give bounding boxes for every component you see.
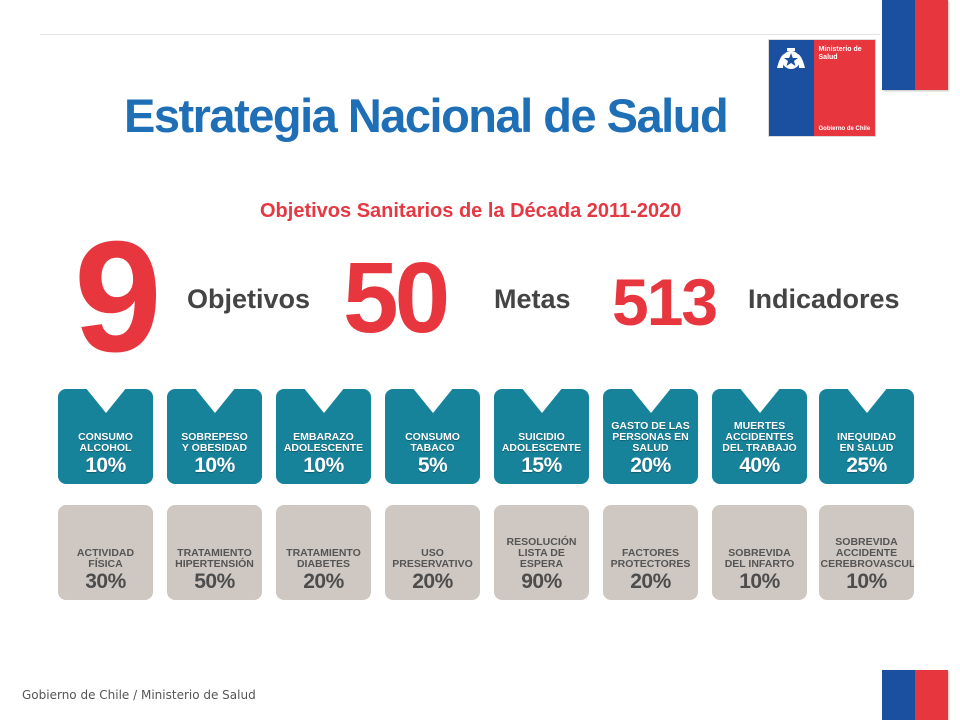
goal-name: FACTORES PROTECTORES	[610, 547, 691, 570]
arrow-down-icon	[412, 389, 454, 413]
objectives-label: Objetivos	[187, 284, 311, 314]
page-title: Estrategia Nacional de Salud	[124, 89, 729, 142]
arrow-down-icon	[630, 389, 672, 413]
goal-tile: SOBREPESO Y OBESIDAD 10%	[167, 389, 262, 484]
goal-tile: SOBREVIDA DEL INFARTO 10%	[712, 505, 807, 600]
goal-percent: 20%	[630, 454, 671, 477]
indicators-label: Indicadores	[748, 284, 900, 314]
arrow-down-icon	[739, 389, 781, 413]
chile-flag-stripe-top	[882, 0, 948, 90]
goal-percent: 10%	[303, 454, 344, 477]
ministry-logo: Ministerio de Salud Gobierno de Chile	[769, 40, 875, 136]
goal-name: SOBREVIDA DEL INFARTO	[724, 547, 795, 570]
goal-percent: 20%	[630, 570, 671, 593]
goal-tile: ACTIVIDAD FÍSICA 30%	[58, 505, 153, 600]
goal-percent: 10%	[739, 570, 780, 593]
goal-name: SOBREVIDA ACCIDENTE CEREBROVASCULAR	[820, 536, 915, 570]
goal-percent: 25%	[846, 454, 887, 477]
logo-ministry-text: Ministerio de Salud	[818, 46, 862, 61]
goal-tile: MUERTES ACCIDENTES DEL TRABAJO 40%	[712, 389, 807, 484]
goal-tile: SUICIDIO ADOLESCENTE 15%	[494, 389, 589, 484]
arrow-down-icon	[85, 389, 127, 413]
teal-goals-row: CONSUMO ALCOHOL 10% SOBREPESO Y OBESIDAD 1…	[58, 389, 914, 484]
goal-tile: GASTO DE LAS PERSONAS EN SALUD 20%	[603, 389, 698, 484]
arrow-down-icon	[846, 389, 888, 413]
goal-tile: USO PRESERVATIVO 20%	[385, 505, 480, 600]
goal-tile: TRATAMIENTO HIPERTENSIÓN 50%	[167, 505, 262, 600]
goal-name: CONSUMO ALCOHOL	[78, 431, 133, 454]
goal-tile: RESOLUCIÓN LISTA DE ESPERA 90%	[494, 505, 589, 600]
goal-name: RESOLUCIÓN LISTA DE ESPERA	[506, 536, 577, 570]
goal-percent: 40%	[739, 454, 780, 477]
goal-percent: 30%	[85, 570, 126, 593]
goal-percent: 15%	[521, 454, 562, 477]
indicators-count: 513	[612, 265, 718, 339]
goals-count: 50	[343, 242, 450, 354]
goal-tile: EMBARAZO ADOLESCENTE 10%	[276, 389, 371, 484]
goal-name: MUERTES ACCIDENTES DEL TRABAJO	[722, 420, 797, 454]
goal-tile: INEQUIDAD EN SALUD 25%	[819, 389, 914, 484]
arrow-down-icon	[303, 389, 345, 413]
goals-label: Metas	[494, 284, 571, 314]
objectives-count: 9	[74, 209, 162, 385]
goal-percent: 20%	[412, 570, 453, 593]
goal-tile: TRATAMIENTO DIABETES 20%	[276, 505, 371, 600]
goal-tile: CONSUMO ALCOHOL 10%	[58, 389, 153, 484]
decade-subtitle: Objetivos Sanitarios de la Década 2011-2…	[260, 200, 682, 222]
goal-percent: 10%	[85, 454, 126, 477]
goal-percent: 20%	[303, 570, 344, 593]
goal-name: TRATAMIENTO HIPERTENSIÓN	[175, 547, 254, 570]
goal-name: EMBARAZO ADOLESCENTE	[283, 431, 364, 454]
coat-of-arms-icon	[777, 48, 805, 69]
goal-name: CONSUMO TABACO	[405, 431, 460, 454]
goal-name: TRATAMIENTO DIABETES	[286, 547, 361, 570]
gray-goals-row: ACTIVIDAD FÍSICA 30% TRATAMIENTO HIPERTEN…	[58, 505, 914, 600]
top-divider	[40, 34, 880, 35]
arrow-down-icon	[521, 389, 563, 413]
goal-name: INEQUIDAD EN SALUD	[837, 431, 896, 454]
goal-percent: 50%	[194, 570, 235, 593]
goal-name: GASTO DE LAS PERSONAS EN SALUD	[611, 420, 690, 454]
logo-government-text: Gobierno de Chile	[818, 126, 871, 132]
goal-name: ACTIVIDAD FÍSICA	[76, 547, 135, 570]
goal-tile: CONSUMO TABACO 5%	[385, 389, 480, 484]
goal-name: SOBREPESO Y OBESIDAD	[181, 431, 248, 454]
goal-name: USO PRESERVATIVO	[392, 547, 473, 570]
goal-percent: 10%	[846, 570, 887, 593]
goal-name: SUICIDIO ADOLESCENTE	[501, 431, 582, 454]
footer-text: Gobierno de Chile / Ministerio de Salud	[22, 688, 256, 702]
goal-tile: SOBREVIDA ACCIDENTE CEREBROVASCULAR10%	[819, 505, 914, 600]
goal-percent: 10%	[194, 454, 235, 477]
chile-flag-stripe-bottom	[882, 670, 948, 720]
goal-tile: FACTORES PROTECTORES 20%	[603, 505, 698, 600]
arrow-down-icon	[194, 389, 236, 413]
goal-percent: 5%	[417, 454, 448, 477]
goal-percent: 90%	[521, 570, 562, 593]
